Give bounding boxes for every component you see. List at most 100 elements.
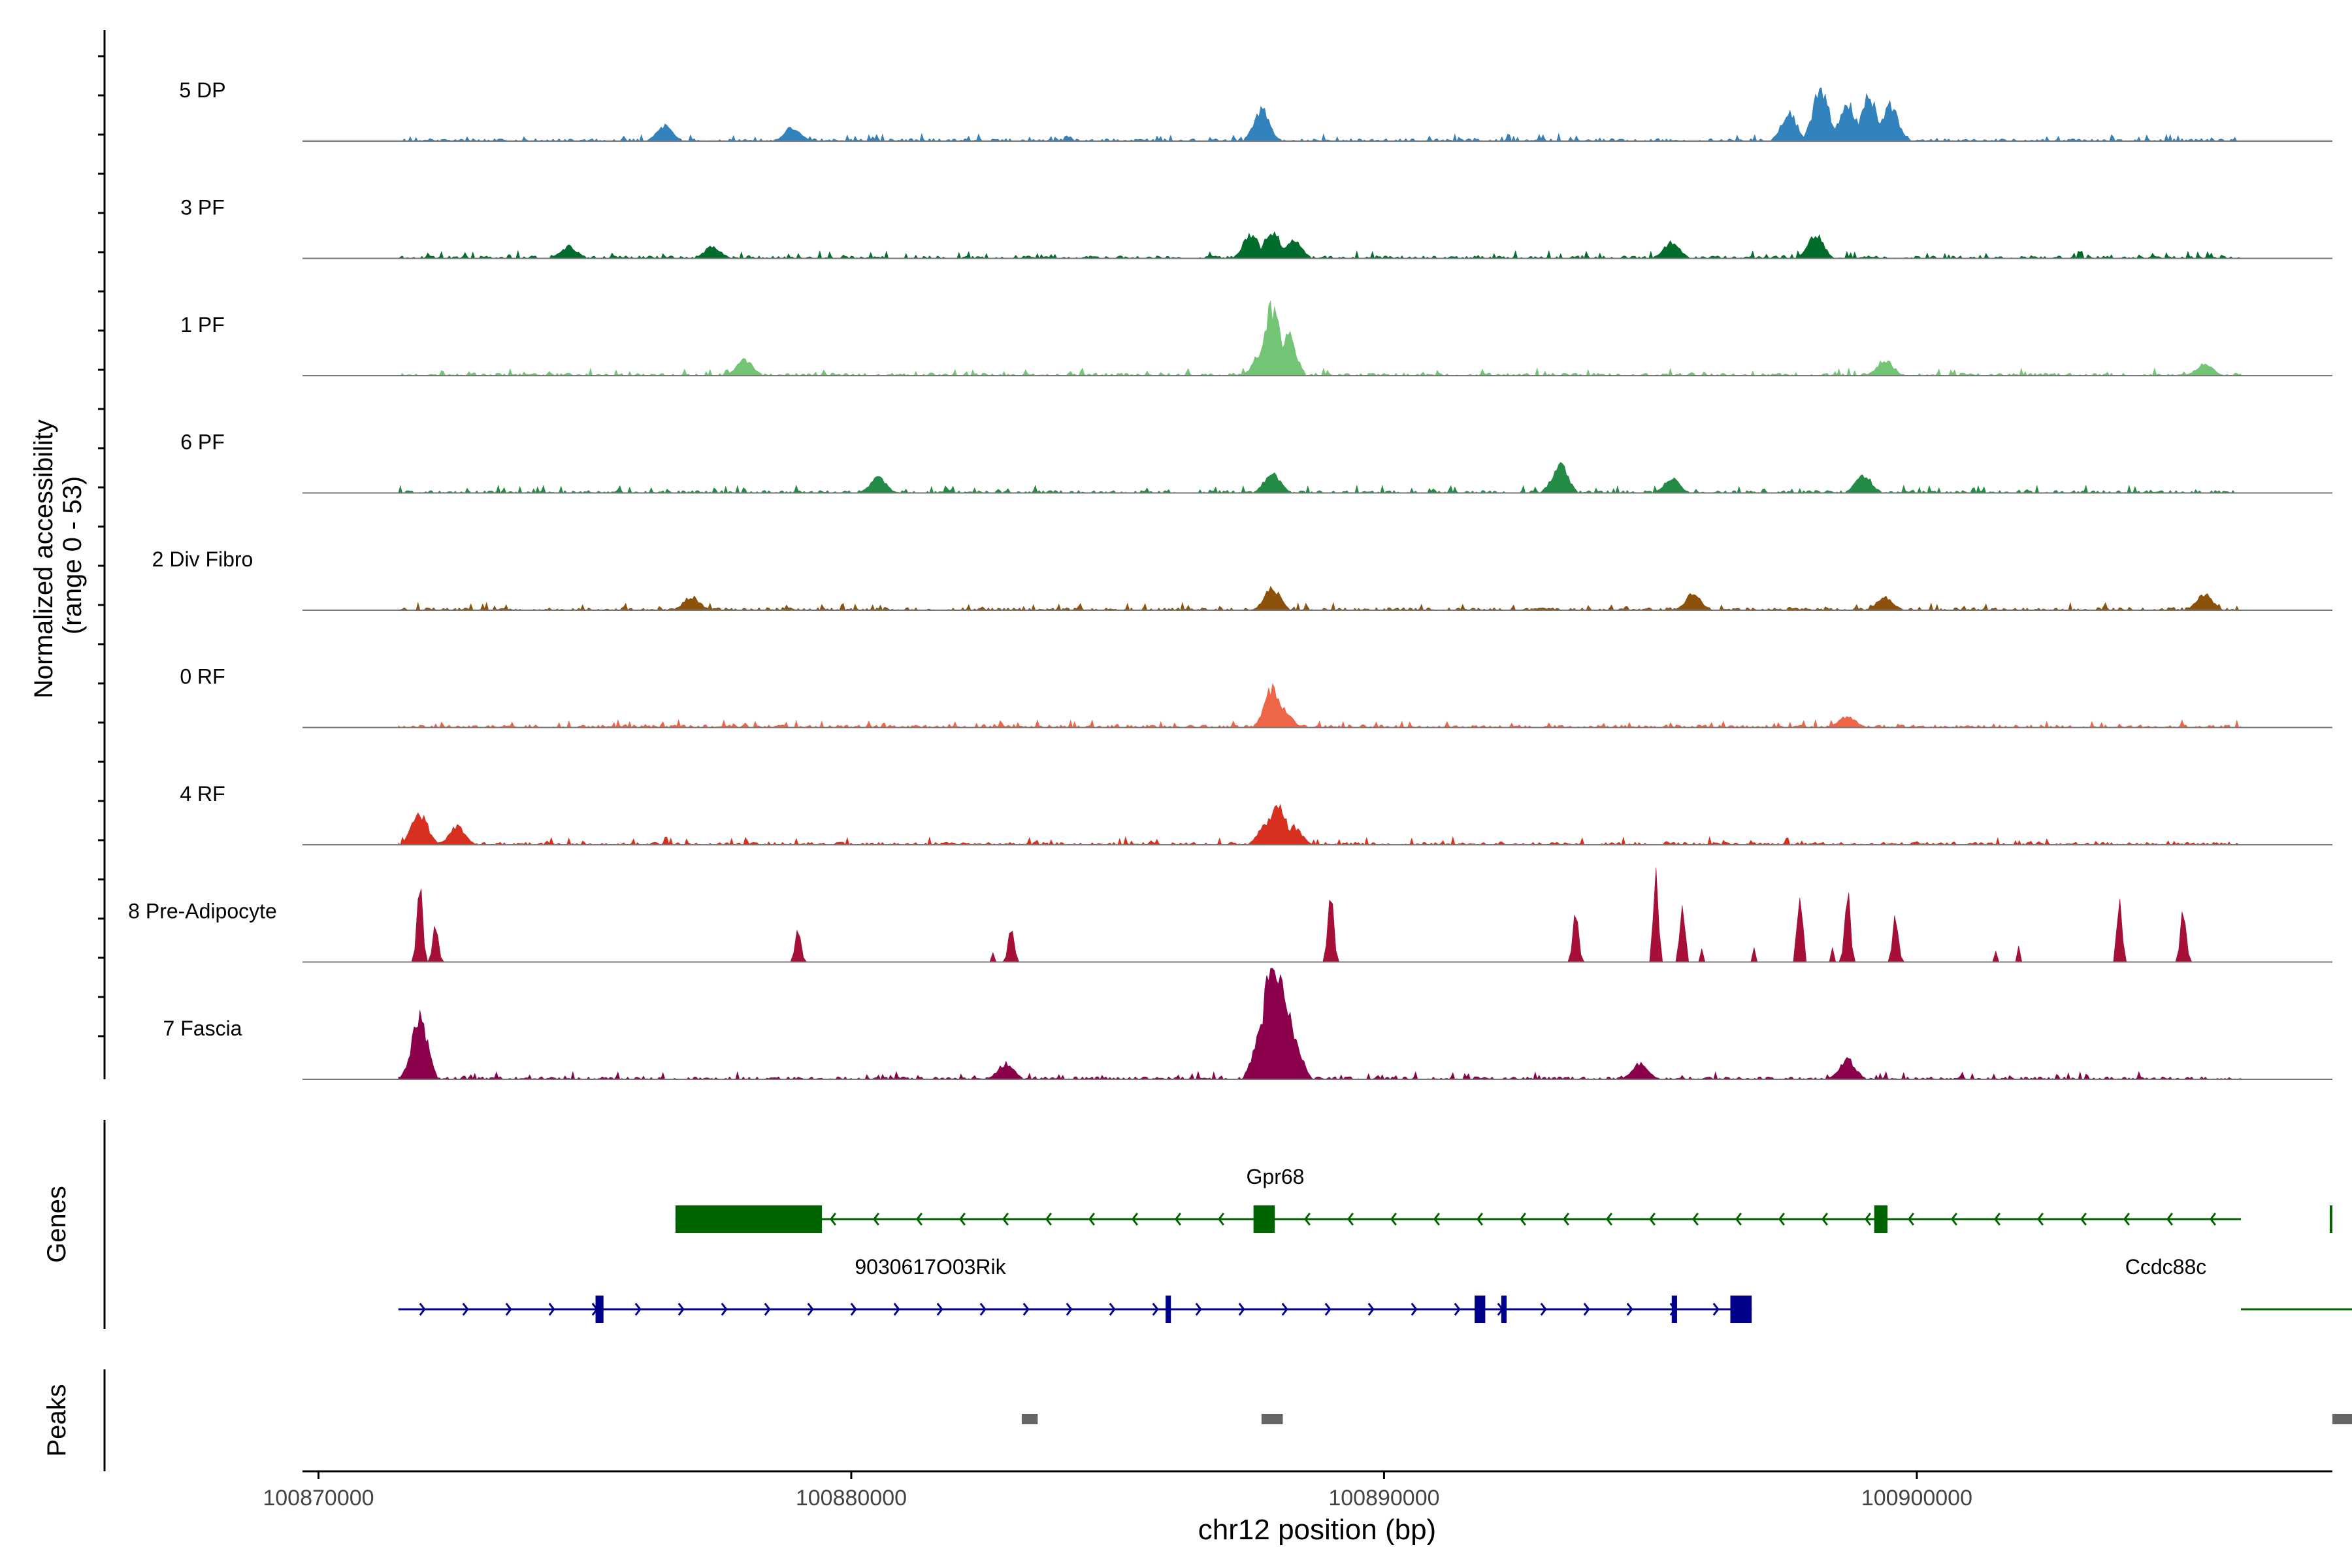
gene-exon xyxy=(595,1296,604,1323)
x-tick-label: 100880000 xyxy=(796,1486,907,1511)
y-axis-label: Normalized accessibility (range 0 - 53) xyxy=(29,412,87,698)
track-label-4-rf: 4 RF xyxy=(180,782,225,806)
strand-arrow-icon xyxy=(915,1213,923,1226)
track-1-pf: 1 PF xyxy=(180,301,2332,376)
strand-arrow-icon xyxy=(1907,1213,1915,1226)
x-tick-label: 100890000 xyxy=(1328,1486,1439,1511)
strand-arrow-icon xyxy=(979,1303,987,1316)
strand-arrow-icon xyxy=(936,1303,943,1316)
track-5-dp: 5 DP xyxy=(179,78,2332,142)
strand-arrow-icon xyxy=(1433,1213,1441,1226)
strand-arrow-icon xyxy=(1195,1303,1202,1316)
gene-9030617o03rik: 9030617O03Rik xyxy=(398,1255,1752,1323)
strand-arrow-icon xyxy=(1109,1303,1116,1316)
gene-ccdc88c: Ccdc88c xyxy=(2125,1255,2352,1311)
strand-arrow-icon xyxy=(2209,1213,2217,1226)
coverage-tracks: 5 DP 3 PF 1 PF 6 PF 2 Div Fibro 0 RF 4 RF 8 Pre… xyxy=(128,78,2332,1080)
track-8-pre-adipocyte: 8 Pre-Adipocyte xyxy=(128,867,2332,963)
strand-arrow-icon xyxy=(2036,1213,2044,1226)
strand-arrow-icon xyxy=(872,1213,880,1226)
track-2-div-fibro: 2 Div Fibro xyxy=(152,547,2332,611)
strand-arrow-icon xyxy=(1088,1213,1096,1226)
coverage-y-ticks xyxy=(98,55,105,1037)
strand-arrow-icon xyxy=(1691,1213,1699,1226)
gene-exon xyxy=(1671,1296,1677,1323)
strand-arrow-icon xyxy=(1864,1213,1872,1226)
strand-arrow-icon xyxy=(678,1303,685,1316)
strand-arrow-icon xyxy=(2080,1213,2087,1226)
strand-arrow-icon xyxy=(1540,1303,1547,1316)
strand-arrow-icon xyxy=(1821,1213,1829,1226)
strand-arrow-icon xyxy=(1152,1303,1159,1316)
track-3-pf: 3 PF xyxy=(180,196,2332,259)
peak-region xyxy=(2332,1414,2352,1424)
track-label-8-pre-adipocyte: 8 Pre-Adipocyte xyxy=(128,900,277,923)
strand-arrow-icon xyxy=(1303,1213,1311,1226)
strand-arrow-icon xyxy=(1324,1303,1331,1316)
strand-arrow-icon xyxy=(634,1303,642,1316)
track-4-rf: 4 RF xyxy=(180,782,2332,845)
strand-arrow-icon xyxy=(1626,1303,1633,1316)
strand-arrow-icon xyxy=(1605,1213,1613,1226)
strand-arrow-icon xyxy=(1950,1213,1958,1226)
track-0-rf: 0 RF xyxy=(180,665,2332,728)
strand-arrow-icon xyxy=(1045,1213,1053,1226)
strand-arrow-icon xyxy=(1583,1303,1590,1316)
strand-arrow-icon xyxy=(1712,1303,1720,1316)
strand-arrow-icon xyxy=(1476,1213,1484,1226)
strand-arrow-icon xyxy=(1367,1303,1375,1316)
track-label-0-rf: 0 RF xyxy=(180,665,225,689)
strand-arrow-icon xyxy=(1648,1213,1656,1226)
gene-exon xyxy=(1166,1296,1171,1323)
strand-arrow-icon xyxy=(850,1303,857,1316)
strand-arrow-icon xyxy=(1002,1213,1009,1226)
strand-arrow-icon xyxy=(505,1303,512,1316)
peaks-track xyxy=(1021,1414,2352,1424)
strand-arrow-icon xyxy=(1454,1303,1461,1316)
strand-arrow-icon xyxy=(1281,1303,1288,1316)
strand-arrow-icon xyxy=(419,1303,426,1316)
strand-arrow-icon xyxy=(2166,1213,2174,1226)
strand-arrow-icon xyxy=(807,1303,814,1316)
strand-arrow-icon xyxy=(958,1213,966,1226)
strand-arrow-icon xyxy=(893,1303,900,1316)
strand-arrow-icon xyxy=(1131,1213,1139,1226)
strand-arrow-icon xyxy=(1174,1213,1182,1226)
strand-arrow-icon xyxy=(1519,1213,1527,1226)
gene-exon xyxy=(1253,1205,1275,1233)
strand-arrow-icon xyxy=(1778,1213,1786,1226)
strand-arrow-icon xyxy=(1993,1213,2001,1226)
strand-arrow-icon xyxy=(829,1213,837,1226)
strand-arrow-icon xyxy=(548,1303,555,1316)
track-label-5-dp: 5 DP xyxy=(179,78,225,102)
strand-arrow-icon xyxy=(1022,1303,1030,1316)
strand-arrow-icon xyxy=(2123,1213,2131,1226)
x-tick-label: 100870000 xyxy=(263,1486,374,1511)
strand-arrow-icon xyxy=(721,1303,728,1316)
gene-label-gpr68: Gpr68 xyxy=(1247,1165,1305,1188)
track-6-pf: 6 PF xyxy=(180,431,2332,494)
track-label-6-pf: 6 PF xyxy=(180,431,225,454)
track-label-3-pf: 3 PF xyxy=(180,196,225,220)
strand-arrow-icon xyxy=(1217,1213,1225,1226)
strand-arrow-icon xyxy=(1066,1303,1073,1316)
gene-exon xyxy=(2329,1205,2332,1233)
gene-exon xyxy=(675,1205,823,1233)
peak-region xyxy=(1021,1414,1038,1424)
x-tick-label: 100900000 xyxy=(1861,1486,1972,1511)
y-axis-label-line-1: Normalized accessibility xyxy=(29,419,58,698)
strand-arrow-icon xyxy=(1411,1303,1418,1316)
gene-annotation-track: Gpr68 9030617O03Rik Ccdc88c xyxy=(398,1165,2352,1323)
genes-panel-label: Genes xyxy=(42,1186,71,1263)
strand-arrow-icon xyxy=(1390,1213,1397,1226)
x-axis-label: chr12 position (bp) xyxy=(1198,1514,1436,1546)
peaks-panel-label: Peaks xyxy=(42,1384,71,1456)
gene-exon xyxy=(1475,1296,1486,1323)
track-label-1-pf: 1 PF xyxy=(180,313,225,336)
track-label-7-fascia: 7 Fascia xyxy=(163,1017,242,1040)
strand-arrow-icon xyxy=(1347,1213,1354,1226)
gene-label-ccdc88c: Ccdc88c xyxy=(2125,1255,2207,1279)
gene-exon xyxy=(1874,1205,1888,1233)
